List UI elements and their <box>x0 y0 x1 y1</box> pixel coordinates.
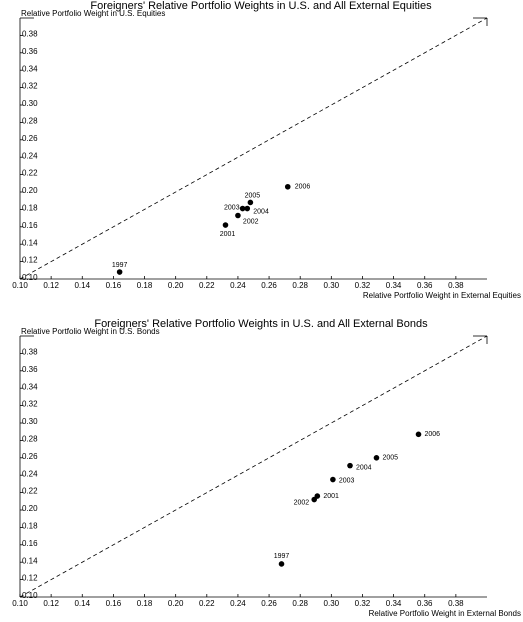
point-label: 2006 <box>295 184 311 191</box>
y-tick-label: 0.20 <box>22 504 38 513</box>
x-tick-label: 0.32 <box>355 281 371 290</box>
diagonal-line <box>19 335 488 598</box>
x-tick-label: 0.18 <box>137 599 153 608</box>
x-axis-title: Relative Portfolio Weight in External Eq… <box>363 291 521 300</box>
y-tick-label: 0.28 <box>22 117 38 126</box>
x-tick-label: 0.14 <box>74 281 90 290</box>
y-tick-label: 0.10 <box>22 273 38 282</box>
x-tick-label: 0.36 <box>417 281 433 290</box>
x-tick-label: 0.38 <box>448 281 464 290</box>
x-tick-label: 0.16 <box>106 281 122 290</box>
point-label: 2005 <box>245 192 261 199</box>
point <box>415 431 422 438</box>
x-tick-label: 0.28 <box>292 281 308 290</box>
point-label: 2002 <box>294 499 310 506</box>
point <box>222 222 229 228</box>
y-tick-label: 0.22 <box>22 487 38 496</box>
x-tick-label: 0.24 <box>230 281 246 290</box>
point <box>247 199 254 206</box>
point <box>235 212 241 219</box>
y-tick-label: 0.14 <box>22 556 38 565</box>
y-axis-title: Relative Portfolio Weight in U.S. Bonds <box>21 327 160 336</box>
x-tick-label: 0.34 <box>386 281 402 290</box>
y-tick-label: 0.34 <box>22 64 38 73</box>
x-tick-label: 0.30 <box>324 599 340 608</box>
point-label: 2001 <box>323 493 339 500</box>
x-tick-label: 0.12 <box>43 599 59 608</box>
x-tick-label: 0.12 <box>43 281 59 290</box>
point-label: 2003 <box>339 477 355 484</box>
y-tick-label: 0.20 <box>22 186 38 195</box>
x-tick-label: 0.18 <box>137 281 153 290</box>
y-tick-label: 0.30 <box>22 417 38 426</box>
x-tick-label: 0.36 <box>417 599 433 608</box>
x-tick-label: 0.10 <box>12 281 28 290</box>
point <box>284 183 291 190</box>
y-tick-label: 0.12 <box>22 256 38 265</box>
y-tick-label: 0.22 <box>22 169 38 178</box>
point-label: 2004 <box>253 208 269 215</box>
y-tick-label: 0.16 <box>22 221 38 230</box>
x-tick-label: 0.22 <box>199 281 215 290</box>
point-label: 2006 <box>425 431 441 438</box>
x-tick-label: 0.30 <box>324 281 340 290</box>
chart-title: Foreigners' Relative Portfolio Weights i… <box>94 318 428 330</box>
x-tick-label: 0.14 <box>74 599 90 608</box>
x-tick-label: 0.38 <box>448 599 464 608</box>
point-label: 2003 <box>224 204 240 211</box>
scatter-chart: Foreigners' Relative Portfolio Weights i… <box>12 318 521 618</box>
point <box>239 205 246 212</box>
chart-title: Foreigners' Relative Portfolio Weights i… <box>90 0 432 12</box>
y-tick-label: 0.12 <box>22 574 38 583</box>
point-label: 2005 <box>382 455 398 462</box>
y-tick-label: 0.32 <box>22 400 38 409</box>
point <box>244 205 251 212</box>
x-tick-label: 0.26 <box>261 281 277 290</box>
y-tick-label: 0.18 <box>22 522 38 531</box>
y-tick-label: 0.38 <box>22 348 38 357</box>
y-tick-label: 0.36 <box>22 365 38 374</box>
x-tick-label: 0.20 <box>168 281 184 290</box>
y-tick-label: 0.16 <box>22 539 38 548</box>
x-axis-title: Relative Portfolio Weight in External Bo… <box>369 609 521 618</box>
point-label: 1997 <box>112 262 128 269</box>
x-tick-label: 0.22 <box>199 599 215 608</box>
point-label: 2004 <box>356 464 372 471</box>
y-tick-label: 0.38 <box>22 30 38 39</box>
x-tick-label: 0.24 <box>230 599 246 608</box>
y-tick-label: 0.14 <box>22 238 38 247</box>
x-tick-label: 0.20 <box>168 599 184 608</box>
point <box>347 462 353 469</box>
y-tick-label: 0.18 <box>22 204 38 213</box>
point-label: 1997 <box>274 553 290 560</box>
y-tick-label: 0.26 <box>22 134 38 143</box>
y-tick-label: 0.28 <box>22 435 38 444</box>
y-tick-label: 0.10 <box>22 591 38 600</box>
x-tick-label: 0.16 <box>106 599 122 608</box>
point <box>330 476 336 483</box>
y-tick-label: 0.30 <box>22 99 38 108</box>
scatter-chart: Foreigners' Relative Portfolio Weights i… <box>12 0 521 300</box>
x-tick-label: 0.32 <box>355 599 371 608</box>
point <box>311 496 318 503</box>
point-label: 2002 <box>243 218 259 225</box>
y-tick-label: 0.34 <box>22 382 38 391</box>
x-tick-label: 0.34 <box>386 599 402 608</box>
y-tick-label: 0.36 <box>22 47 38 56</box>
point-label: 2001 <box>220 231 236 238</box>
y-tick-label: 0.24 <box>22 151 38 160</box>
y-axis-title: Relative Portfolio Weight in U.S. Equiti… <box>21 9 165 18</box>
x-tick-label: 0.10 <box>12 599 28 608</box>
point <box>373 455 380 461</box>
y-tick-label: 0.26 <box>22 452 38 461</box>
y-tick-label: 0.32 <box>22 82 38 91</box>
point <box>116 269 123 275</box>
y-tick-label: 0.24 <box>22 469 38 478</box>
diagonal-line <box>19 17 488 280</box>
x-tick-label: 0.28 <box>292 599 308 608</box>
x-tick-label: 0.26 <box>261 599 277 608</box>
point <box>278 561 285 567</box>
